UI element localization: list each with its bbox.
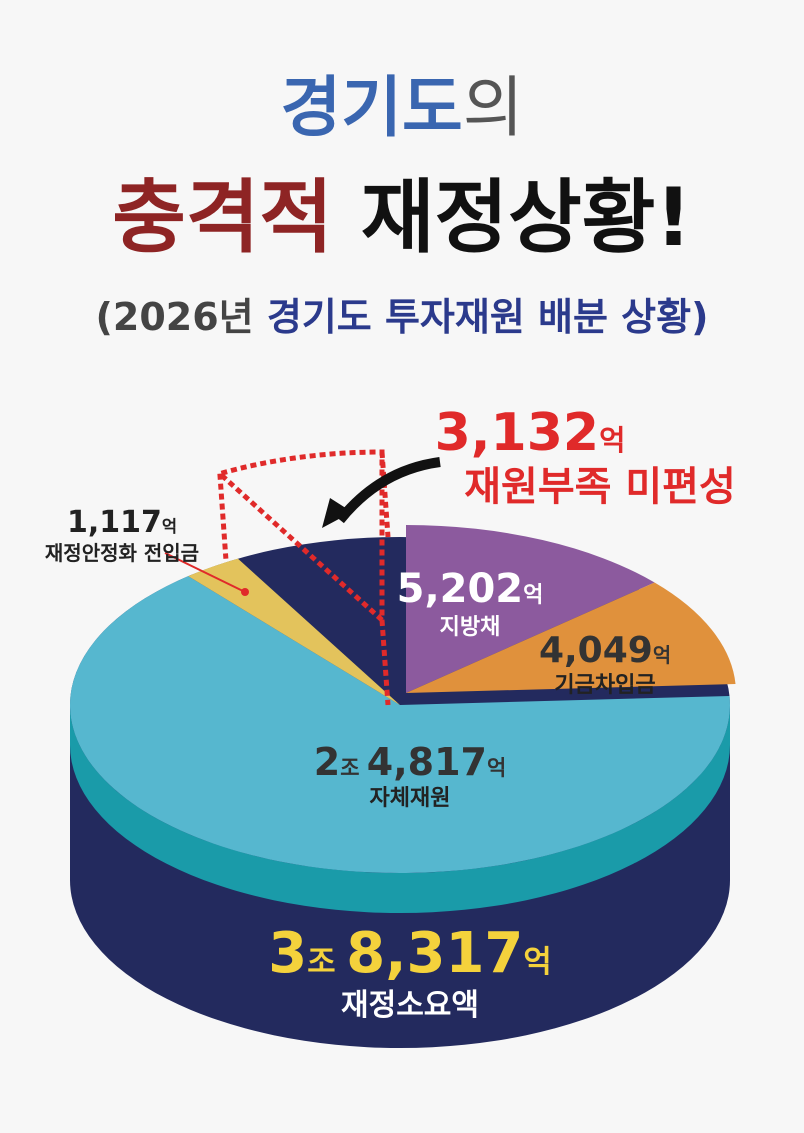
pie-slice (406, 582, 736, 693)
label-part: 억 (523, 944, 551, 980)
subtitle: (2026년 경기도 투자재원 배분 상황) (96, 295, 709, 339)
missing-slice-edge (379, 451, 391, 538)
category-label: 재원부족 미편성 (464, 464, 736, 510)
title-part: 충격적 (112, 171, 333, 264)
arrow-head (322, 498, 352, 528)
label-part: 3,132 (435, 403, 599, 463)
missing-slice-edge (379, 619, 391, 706)
pie-slice (69, 576, 731, 874)
label-part: 억 (523, 583, 543, 608)
label-part: 조 (340, 756, 367, 780)
label-part: 억 (653, 644, 671, 667)
label-part: 1,117 (67, 505, 162, 540)
label-part: 4,817 (367, 740, 487, 784)
missing-slice-edge (217, 473, 229, 559)
label-part: 4,049 (539, 630, 653, 671)
label-part: 8,317 (346, 921, 523, 986)
value-label: 4,049억 (539, 630, 671, 671)
value-label: 5,202억 (397, 566, 544, 612)
pie-rim (70, 705, 730, 913)
label-part: 5,202 (397, 566, 524, 612)
pie-slice (406, 525, 655, 693)
value-label: 2조 4,817억 (314, 740, 506, 784)
arrow (336, 457, 441, 524)
pie-chart (69, 449, 736, 1048)
leader-dot (241, 588, 249, 596)
leader-line (164, 552, 246, 593)
label-part: 억 (487, 756, 506, 780)
value-label: 1,117억 (67, 505, 177, 540)
subtitle-part: 경기도 투자재원 배분 상황) (267, 295, 709, 339)
total-label: 3조 8,317억 (268, 921, 552, 986)
title-part: 경기도 (281, 69, 463, 146)
title-line-2: 충격적 재정상황! (112, 171, 692, 264)
label-part: 조 (307, 944, 346, 980)
missing-slice (214, 449, 385, 626)
category-label: 재정안정화 전입금 (45, 541, 199, 565)
pie-slice (188, 558, 400, 705)
label-part: 억 (599, 423, 625, 457)
title-part: 의 (463, 69, 524, 146)
label-part: 2 (314, 740, 340, 784)
category-label: 기금차입금 (554, 673, 655, 698)
title-line-1: 경기도의 (281, 69, 524, 146)
category-label: 지방채 (440, 615, 501, 640)
label-part: 억 (162, 517, 177, 536)
label-part: 3 (268, 921, 307, 986)
subtitle-part: (2026년 (96, 295, 254, 339)
title-part: 재정상황! (361, 171, 692, 264)
value-label: 3,132억 (435, 403, 626, 463)
category-label: 자체재원 (370, 786, 451, 811)
total-name: 재정소요액 (341, 988, 479, 1023)
